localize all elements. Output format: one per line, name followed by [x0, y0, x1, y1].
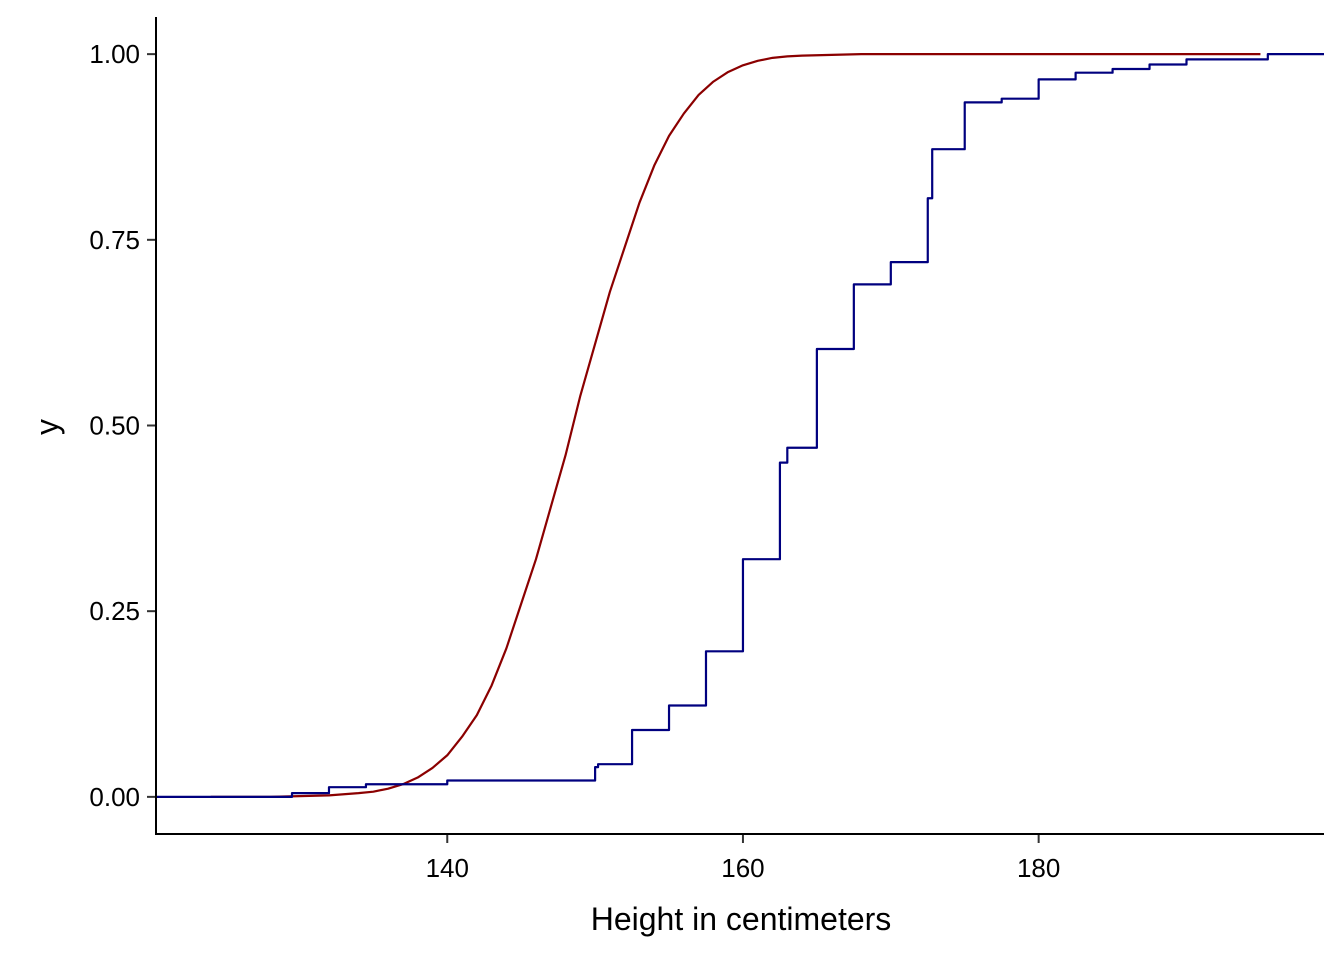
y-tick-label: 0.25 [89, 596, 140, 626]
x-tick-label: 180 [1017, 853, 1060, 883]
y-tick-label: 1.00 [89, 39, 140, 69]
y-axis-ticks: 0.00 0.25 0.50 0.75 1.00 [89, 39, 156, 812]
cdf-curve-line [210, 53, 1261, 798]
x-axis-title: Height in centimeters [591, 901, 892, 937]
y-tick-label: 0.00 [89, 782, 140, 812]
x-axis-ticks: 140 160 180 [426, 834, 1060, 883]
y-axis-title: y [29, 419, 65, 435]
x-tick-label: 160 [721, 853, 764, 883]
y-tick-label: 0.50 [89, 411, 140, 441]
x-tick-label: 140 [426, 853, 469, 883]
plot-series [156, 53, 1324, 798]
y-tick-label: 0.75 [89, 225, 140, 255]
ecdf-step-line [156, 53, 1324, 798]
